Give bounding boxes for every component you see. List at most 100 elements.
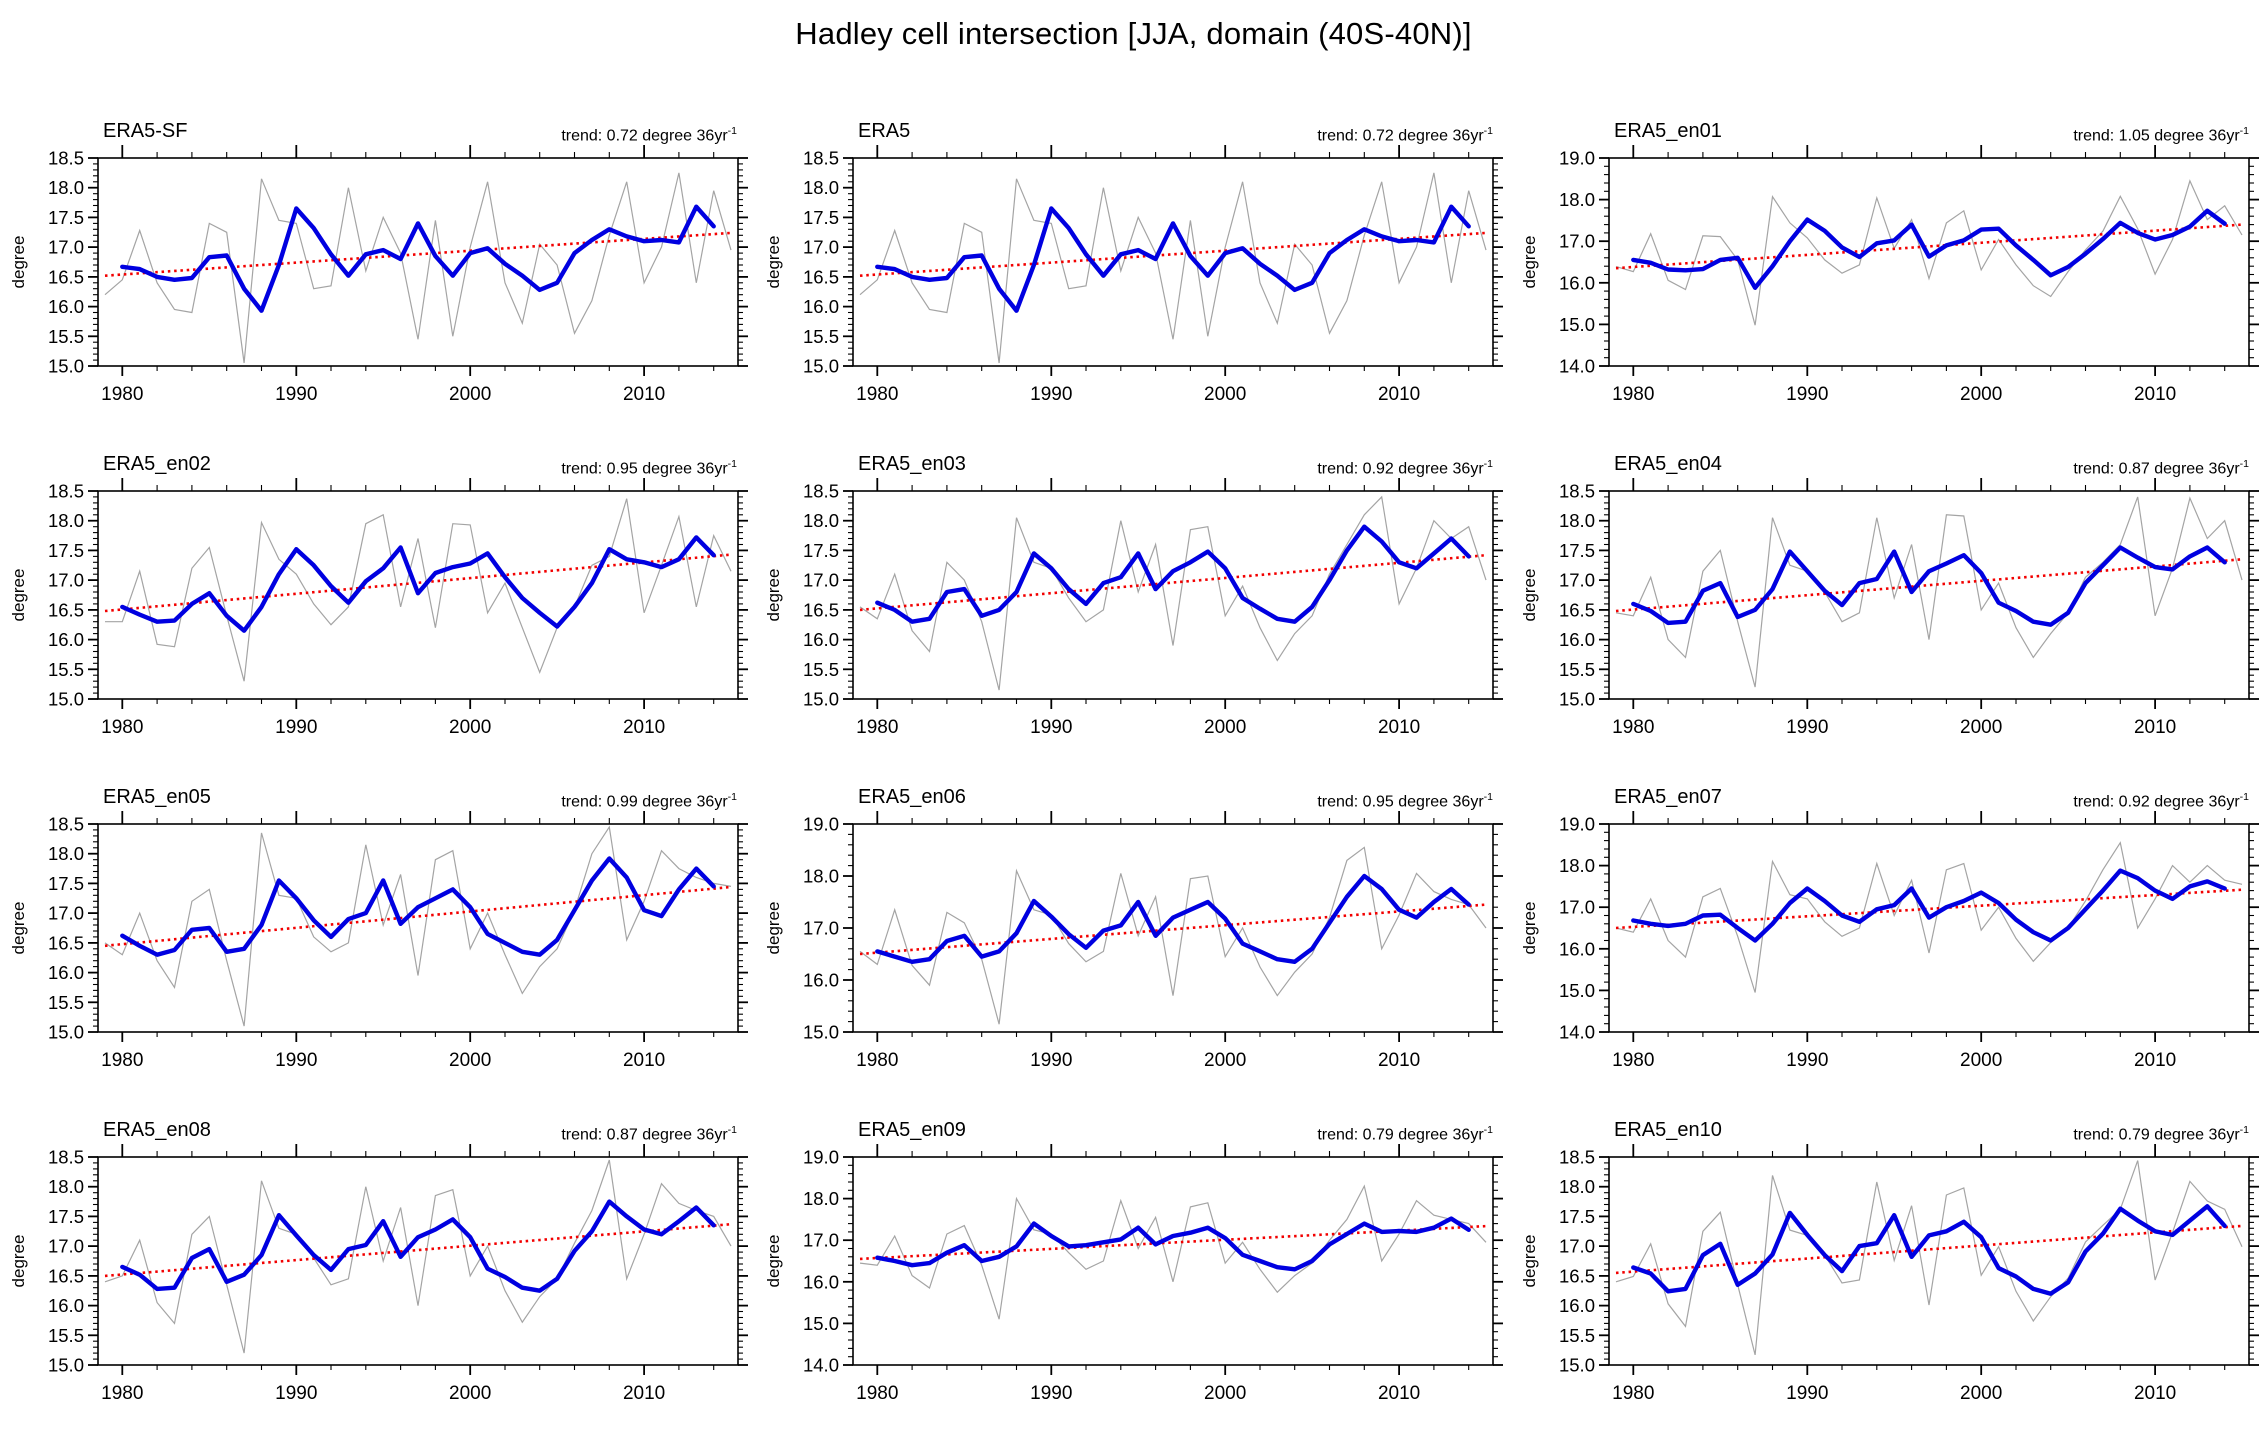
x-tick-label: 1980 [101, 384, 143, 405]
panel-title: ERA5_en01 [1614, 120, 1722, 142]
smooth-series-line [120, 1199, 716, 1293]
x-tick-label: 1980 [1612, 1383, 1654, 1404]
x-tick-label: 1980 [101, 1383, 143, 1404]
y-tick-label: 18.0 [48, 1176, 84, 1197]
panel-chart: 1980 1990 2000 2010 15.0 15.5 16.0 16.5 17.0 17.5… [9, 145, 748, 405]
trend-exponent: -1 [727, 458, 737, 470]
x-tick-label: 1980 [856, 717, 898, 738]
y-tick-label: 16.0 [803, 629, 839, 650]
y-tick-label: 18.5 [803, 148, 839, 169]
chart-panel: ERA5_en06 trend: 0.95 degree 36yr-1 1980… [755, 766, 1511, 1099]
y-tick-label: 17.0 [1559, 897, 1595, 918]
panel-trend-label: trend: 0.79 degree 36yr-1 [1317, 1124, 1493, 1144]
x-tick-label: 2000 [1204, 717, 1246, 738]
x-tick-label: 1990 [1786, 1050, 1828, 1071]
y-axis-label: degree [764, 236, 783, 289]
x-tick-label: 1990 [1786, 717, 1828, 738]
trend-line [859, 903, 1487, 956]
trend-exponent: -1 [1483, 1124, 1493, 1136]
panel-title: ERA5_en06 [858, 786, 966, 808]
y-tick-label: 15.5 [48, 659, 84, 680]
panel-chart: 1980 1990 2000 2010 15.0 15.5 16.0 16.5 17.0 17.5… [1520, 478, 2259, 738]
annual-series-line [1615, 841, 2243, 993]
trend-exponent: -1 [727, 791, 737, 803]
x-tick-label: 1990 [1786, 384, 1828, 405]
y-tick-label: 16.0 [803, 970, 839, 991]
y-tick-label: 18.5 [48, 481, 84, 502]
panel-chart: 1980 1990 2000 2010 15.0 15.5 16.0 16.5 17.0 17.5… [9, 478, 748, 738]
x-tick-label: 1980 [856, 1050, 898, 1071]
x-tick-label: 1990 [1030, 1050, 1072, 1071]
y-tick-label: 16.5 [1559, 599, 1595, 620]
trend-line [1615, 888, 2243, 930]
trend-exponent: -1 [2239, 1124, 2249, 1136]
y-tick-label: 15.0 [1559, 314, 1595, 335]
trend-line [859, 553, 1487, 612]
y-tick-label: 16.0 [48, 1295, 84, 1316]
panel-title: ERA5_en02 [103, 453, 211, 475]
y-tick-label: 15.5 [1559, 1325, 1595, 1346]
y-tick-label: 16.5 [48, 1265, 84, 1286]
y-tick-label: 18.0 [48, 510, 84, 531]
plot-box [1608, 157, 2250, 367]
trend-exponent: -1 [1483, 791, 1493, 803]
x-tick-label: 2000 [1960, 1050, 2002, 1071]
smooth-series-line [1631, 545, 2227, 627]
y-tick-label: 16.0 [1559, 272, 1595, 293]
x-tick-label: 2000 [1960, 717, 2002, 738]
y-tick-label: 16.0 [48, 296, 84, 317]
x-tick-label: 1980 [856, 1383, 898, 1404]
y-tick-label: 17.0 [803, 918, 839, 939]
y-tick-label: 15.0 [1559, 689, 1595, 710]
y-axis-label: degree [9, 1235, 28, 1288]
trend-text: trend: 0.87 degree 36yr [561, 1126, 728, 1144]
y-tick-label: 15.5 [48, 1325, 84, 1346]
y-tick-label: 16.0 [1559, 938, 1595, 959]
y-tick-label: 16.0 [803, 1271, 839, 1292]
x-tick-label: 1980 [1612, 384, 1654, 405]
y-tick-label: 19.0 [803, 814, 839, 835]
trend-text: trend: 0.92 degree 36yr [1317, 460, 1484, 478]
x-tick-label: 1990 [1786, 1383, 1828, 1404]
trend-exponent: -1 [727, 125, 737, 137]
chart-panel: ERA5_en10 trend: 0.79 degree 36yr-1 1980… [1511, 1099, 2267, 1432]
panel-chart: 1980 1990 2000 2010 15.0 15.5 16.0 16.5 17.0 17.5… [1520, 1144, 2259, 1404]
y-tick-label: 15.0 [48, 689, 84, 710]
y-tick-label: 15.0 [48, 1355, 84, 1376]
annual-series-line [859, 172, 1487, 364]
y-tick-label: 18.0 [1559, 855, 1595, 876]
y-tick-label: 17.0 [803, 1230, 839, 1251]
y-tick-label: 15.5 [803, 659, 839, 680]
trend-text: trend: 0.95 degree 36yr [561, 460, 728, 478]
y-tick-label: 17.0 [48, 237, 84, 258]
trend-exponent: -1 [2239, 125, 2249, 137]
chart-panel: ERA5_en07 trend: 0.92 degree 36yr-1 1980… [1511, 766, 2267, 1099]
plot-box [1608, 1156, 2250, 1366]
panel-trend-label: trend: 0.87 degree 36yr-1 [2073, 458, 2249, 478]
trend-text: trend: 0.95 degree 36yr [1317, 793, 1484, 811]
y-tick-label: 18.0 [803, 177, 839, 198]
x-tick-label: 2010 [623, 1050, 665, 1071]
y-tick-label: 14.0 [1559, 356, 1595, 377]
panel-chart: 1980 1990 2000 2010 14.0 15.0 16.0 17.0 18.0 19.0… [764, 1144, 1503, 1404]
y-tick-label: 16.5 [1559, 1265, 1595, 1286]
y-tick-label: 18.5 [1559, 481, 1595, 502]
x-tick-label: 2000 [449, 384, 491, 405]
panel-chart: 1980 1990 2000 2010 15.0 15.5 16.0 16.5 17.0 17.5… [764, 145, 1503, 405]
panel-title: ERA5_en04 [1614, 453, 1722, 475]
smooth-series-line [875, 204, 1471, 313]
x-tick-label: 1990 [1030, 384, 1072, 405]
y-axis-label: degree [9, 236, 28, 289]
annual-series-line [859, 1184, 1487, 1320]
trend-text: trend: 0.79 degree 36yr [2073, 1126, 2240, 1144]
panel-trend-label: trend: 0.95 degree 36yr-1 [1317, 791, 1493, 811]
panel-trend-label: trend: 0.87 degree 36yr-1 [561, 1124, 737, 1144]
plot-box [97, 1156, 739, 1366]
chart-panel: ERA5-SF trend: 0.72 degree 36yr-1 1980 19… [0, 100, 755, 433]
y-tick-label: 16.0 [1559, 1295, 1595, 1316]
x-tick-label: 2000 [1960, 1383, 2002, 1404]
y-axis-label: degree [1520, 236, 1539, 289]
y-axis-label: degree [9, 569, 28, 622]
panel-trend-label: trend: 0.95 degree 36yr-1 [561, 458, 737, 478]
y-axis-label: degree [9, 902, 28, 955]
